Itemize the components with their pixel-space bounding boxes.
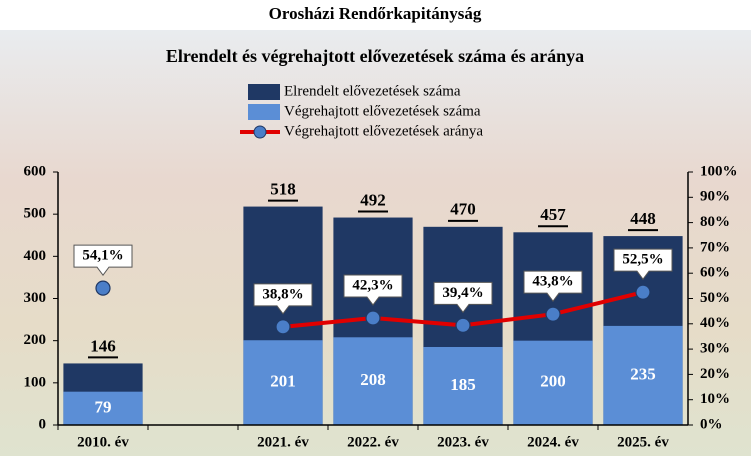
y-tick-label: 100: [24, 374, 47, 390]
x-tick-label: 2024. év: [527, 434, 579, 450]
x-tick-label: 2010. év: [77, 434, 129, 450]
callout-box: [253, 283, 313, 315]
legend-swatch: [248, 104, 280, 120]
chart-title: Elrendelt és végrehajtott elővezetések s…: [166, 46, 584, 66]
y2-tick-label: 60%: [700, 265, 730, 281]
y2-tick-label: 70%: [700, 239, 730, 255]
bar: [423, 346, 503, 425]
ratio-marker: [635, 284, 651, 300]
legend-label: Elrendelt elővezetések száma: [284, 83, 461, 99]
ratio-label: 38,8%: [262, 286, 303, 302]
ratio-label: 43,8%: [532, 274, 573, 290]
bar: [243, 340, 323, 425]
ratio-label: 42,3%: [352, 277, 393, 293]
bar-value-label: 185: [450, 375, 476, 394]
callout-box: [73, 244, 133, 276]
ratio-label: 54,1%: [82, 248, 123, 264]
legend: Elrendelt elővezetések száma Végrehajtott…: [240, 83, 483, 139]
x-tick-label: 2023. év: [437, 434, 489, 450]
bar: [333, 337, 413, 425]
ratio-marker: [455, 317, 471, 333]
y-tick-label: 200: [24, 332, 47, 348]
bar-total-label: 518: [270, 179, 296, 198]
bar-value-label: 200: [540, 372, 566, 391]
legend-marker: [253, 125, 267, 139]
callout-box: [613, 248, 673, 281]
bar-value-label: 208: [360, 370, 386, 389]
x-tick-label: 2025. év: [617, 434, 669, 450]
ratio-label: 52,5%: [622, 252, 663, 268]
callout-box: [343, 274, 403, 306]
y2-tick-label: 30%: [700, 341, 730, 357]
legend-label: Végrehajtott elővezetések száma: [284, 103, 481, 119]
ratio-marker: [95, 280, 111, 296]
x-tick-label: 2022. év: [347, 434, 399, 450]
legend-swatch: [248, 84, 280, 100]
y2-tick-label: 40%: [700, 315, 730, 331]
y2-tick-label: 10%: [700, 391, 730, 407]
bar-value-label: 201: [270, 372, 296, 391]
y2-tick-label: 50%: [700, 290, 730, 306]
bar-total-label: 146: [90, 336, 116, 355]
y-tick-label: 300: [24, 290, 47, 306]
y-tick-label: 0: [39, 416, 47, 432]
y-tick-label: 600: [24, 163, 47, 179]
y-tick-label: 400: [24, 248, 47, 264]
y2-tick-label: 20%: [700, 366, 730, 382]
bar: [603, 325, 683, 425]
bar: [513, 340, 593, 425]
bar-total-label: 457: [540, 205, 566, 224]
bar-value-label: 235: [630, 364, 656, 383]
ratio-label: 39,4%: [442, 285, 483, 301]
callout-box: [433, 281, 493, 314]
page-title: Orosházi Rendőrkapitányság: [269, 4, 482, 23]
y-tick-label: 500: [24, 206, 47, 222]
bar-value-label: 79: [95, 397, 112, 416]
y2-tick-label: 80%: [700, 214, 730, 230]
bar-total-label: 492: [360, 190, 386, 209]
x-tick-label: 2021. év: [257, 434, 309, 450]
ratio-marker: [365, 310, 381, 326]
legend-label: Végrehajtott elővezetések aránya: [284, 123, 483, 139]
bar-total-label: 470: [450, 200, 476, 219]
ratio-marker: [275, 319, 291, 335]
bar-total-label: 448: [630, 209, 656, 228]
y2-tick-label: 100%: [700, 163, 738, 179]
ratio-marker: [545, 306, 561, 322]
callout-box: [523, 270, 583, 303]
y2-tick-label: 90%: [700, 189, 730, 205]
bar: [63, 391, 143, 425]
y2-tick-label: 0%: [700, 416, 723, 432]
